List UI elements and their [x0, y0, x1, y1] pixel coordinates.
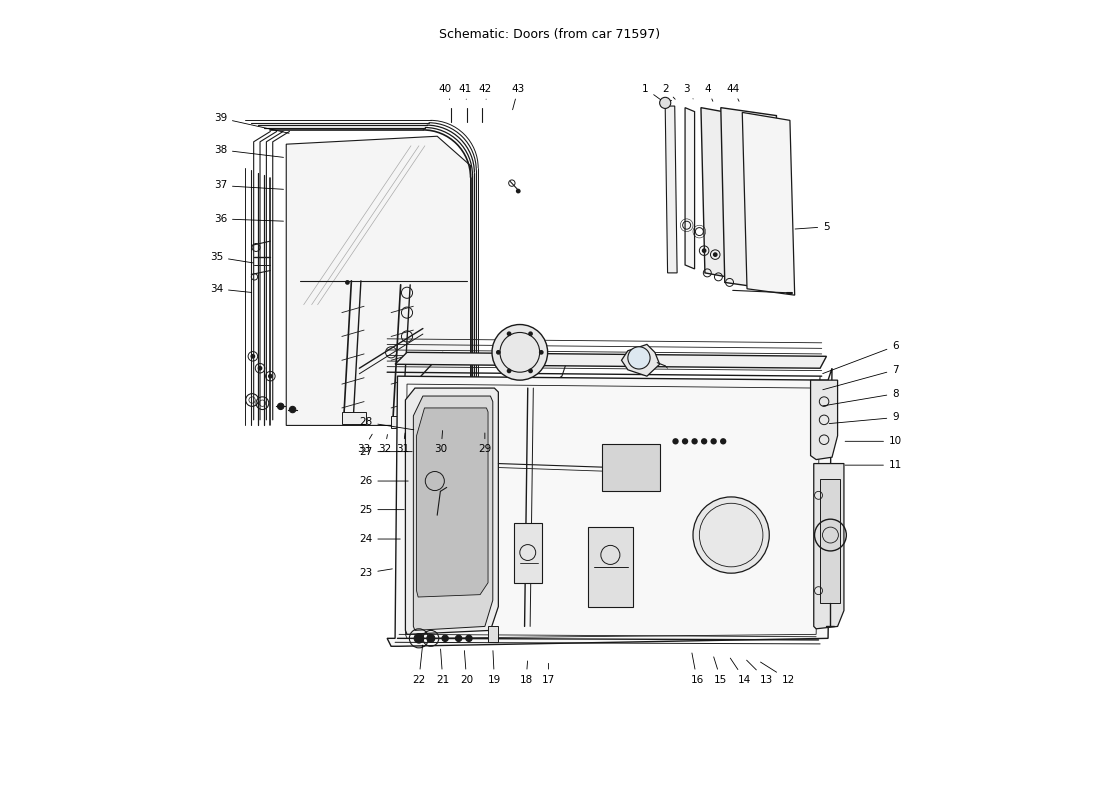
Circle shape: [442, 635, 449, 642]
Circle shape: [516, 189, 520, 194]
Circle shape: [701, 438, 707, 445]
Text: 32: 32: [378, 434, 392, 454]
Circle shape: [539, 350, 543, 354]
Text: 29: 29: [478, 433, 492, 454]
Text: 27: 27: [359, 446, 412, 457]
Text: 28: 28: [359, 418, 414, 430]
Text: 41: 41: [459, 83, 472, 99]
Circle shape: [268, 374, 273, 378]
Circle shape: [672, 438, 679, 445]
Text: 2: 2: [662, 83, 675, 99]
Polygon shape: [387, 368, 832, 646]
Polygon shape: [286, 136, 471, 426]
Text: 15: 15: [714, 657, 727, 685]
Circle shape: [345, 280, 350, 285]
Polygon shape: [685, 108, 694, 269]
Circle shape: [455, 635, 462, 642]
Text: 22: 22: [412, 645, 426, 685]
Circle shape: [713, 252, 717, 257]
Polygon shape: [342, 412, 365, 424]
Text: 24: 24: [359, 534, 400, 544]
Circle shape: [496, 350, 500, 354]
Circle shape: [277, 403, 284, 410]
Text: 25: 25: [359, 505, 404, 514]
Text: 30: 30: [434, 430, 448, 454]
Polygon shape: [621, 344, 660, 376]
Circle shape: [507, 369, 512, 374]
Polygon shape: [515, 523, 542, 582]
Circle shape: [660, 98, 671, 109]
Polygon shape: [814, 463, 844, 629]
Text: 9: 9: [829, 413, 899, 423]
Polygon shape: [742, 113, 794, 295]
Text: 11: 11: [845, 460, 902, 470]
Text: 42: 42: [478, 83, 492, 99]
Polygon shape: [488, 626, 498, 642]
Polygon shape: [406, 388, 498, 634]
Text: 39: 39: [213, 113, 289, 134]
Circle shape: [720, 438, 726, 445]
Polygon shape: [811, 380, 837, 459]
Text: 38: 38: [213, 145, 284, 158]
Circle shape: [257, 366, 263, 370]
Text: 36: 36: [213, 214, 284, 224]
Polygon shape: [395, 352, 826, 368]
Text: 6: 6: [823, 341, 899, 374]
Polygon shape: [666, 106, 678, 273]
Circle shape: [628, 346, 650, 369]
Circle shape: [465, 635, 472, 642]
Circle shape: [251, 354, 255, 358]
Text: 5: 5: [795, 222, 829, 232]
Text: 26: 26: [359, 476, 408, 486]
Text: 21: 21: [436, 649, 450, 685]
Circle shape: [507, 331, 512, 336]
Circle shape: [492, 325, 548, 380]
Circle shape: [528, 331, 532, 336]
Text: 33: 33: [356, 434, 372, 454]
Polygon shape: [701, 108, 749, 281]
Text: 8: 8: [823, 389, 899, 406]
Text: 19: 19: [487, 650, 500, 685]
Text: 20: 20: [460, 650, 473, 685]
Text: 34: 34: [210, 284, 252, 294]
Text: 4: 4: [704, 83, 713, 102]
Text: 10: 10: [845, 436, 902, 446]
Text: 35: 35: [210, 252, 253, 263]
Text: 12: 12: [760, 662, 795, 685]
Text: 17: 17: [542, 663, 556, 685]
Polygon shape: [417, 408, 488, 597]
Text: 3: 3: [683, 83, 693, 99]
Circle shape: [415, 634, 424, 643]
Text: 16: 16: [691, 653, 704, 685]
Circle shape: [692, 438, 697, 445]
Text: 37: 37: [213, 181, 284, 190]
Text: 43: 43: [512, 83, 525, 110]
Circle shape: [711, 438, 717, 445]
Polygon shape: [602, 444, 660, 491]
Text: Schematic: Doors (from car 71597): Schematic: Doors (from car 71597): [439, 28, 661, 41]
Circle shape: [702, 248, 706, 253]
Text: 40: 40: [439, 83, 452, 99]
Text: 1: 1: [642, 83, 661, 100]
Circle shape: [682, 438, 689, 445]
Circle shape: [289, 406, 296, 413]
Polygon shape: [720, 108, 780, 290]
Text: 13: 13: [747, 660, 772, 685]
Text: 23: 23: [359, 568, 393, 578]
Polygon shape: [414, 396, 493, 630]
Circle shape: [427, 634, 434, 642]
Circle shape: [693, 497, 769, 573]
Text: 18: 18: [519, 661, 532, 685]
Text: 14: 14: [730, 658, 751, 685]
Polygon shape: [588, 527, 634, 606]
Polygon shape: [392, 416, 415, 428]
Circle shape: [528, 369, 532, 374]
Text: 7: 7: [823, 365, 899, 390]
Text: 44: 44: [726, 83, 739, 102]
Text: 31: 31: [396, 433, 409, 454]
Polygon shape: [821, 479, 840, 602]
